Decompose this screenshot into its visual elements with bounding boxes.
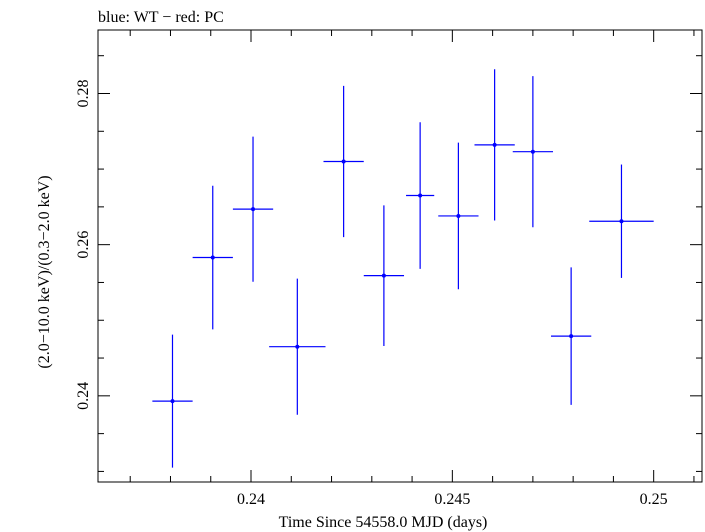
data-point [323,85,364,238]
data-point [438,142,479,290]
x-tick-label: 0.25 [640,491,668,508]
data-point [269,278,326,415]
data-point [192,185,233,330]
y-tick-label: 0.26 [75,231,92,259]
y-tick-label: 0.24 [75,382,92,410]
plot-frame [97,29,703,483]
data-point [152,334,193,468]
y-axis-label: (2.0−10.0 keV)/(0.3−2.0 keV) [36,175,53,368]
data-point [232,136,274,282]
data-point [406,122,435,269]
point-marker [295,344,300,349]
x-axis-ticks [129,30,695,482]
data-points [152,69,654,468]
y-tick-label: 0.28 [75,79,92,107]
chart-title: blue: WT − red: PC [98,9,224,26]
point-marker [341,159,346,164]
point-marker [418,193,423,198]
data-point [474,69,515,221]
point-marker [210,255,215,260]
data-point [589,164,654,278]
x-axis-label: Time Since 54558.0 MJD (days) [279,514,488,531]
point-marker [381,273,386,278]
y-axis-tick-labels: 0.24 0.26 0.28 [75,79,92,409]
data-point [551,267,592,405]
point-marker [530,149,535,154]
x-tick-label: 0.245 [434,491,470,508]
data-point [363,205,405,346]
point-marker [569,334,574,339]
point-marker [456,213,461,218]
data-point [512,76,554,228]
point-marker [251,207,256,212]
point-marker [619,219,624,224]
point-marker [170,399,175,404]
x-axis-tick-labels: 0.24 0.245 0.25 [237,491,668,508]
y-axis-ticks [98,55,702,472]
point-marker [492,142,497,147]
x-tick-label: 0.24 [237,491,265,508]
